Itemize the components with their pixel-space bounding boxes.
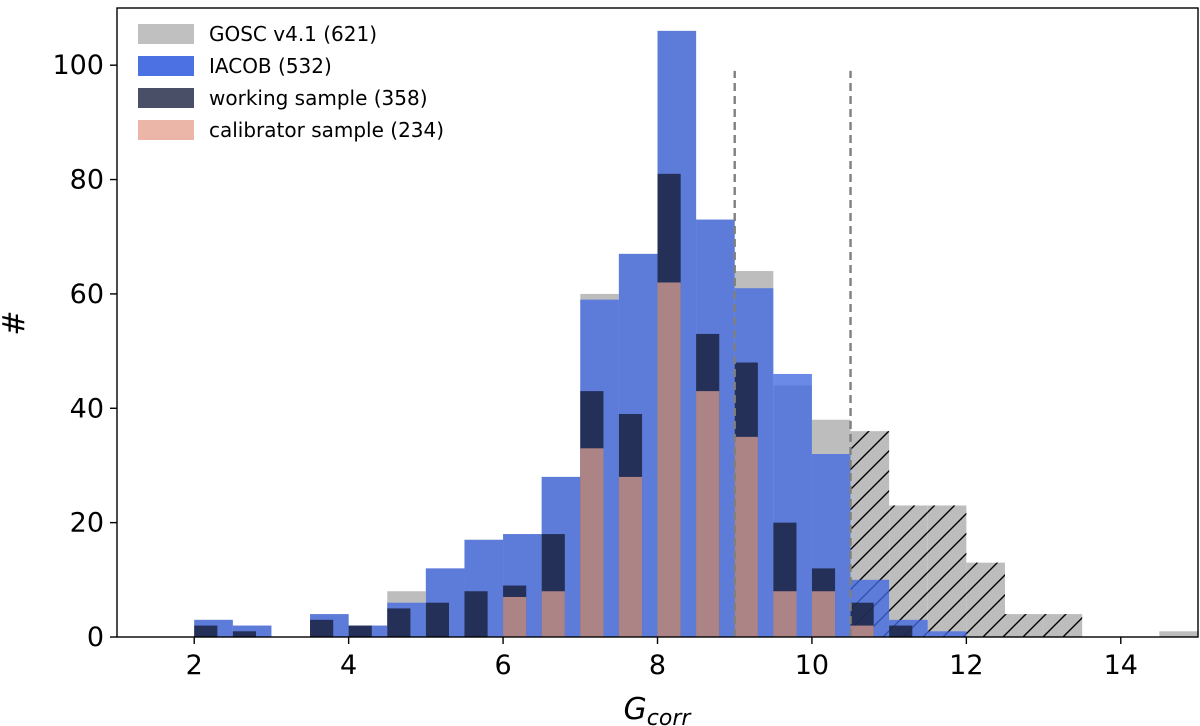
hatched-bar-3 (966, 562, 1005, 637)
bar-working-6 (464, 591, 488, 637)
hatched-bar-5 (1043, 614, 1083, 637)
hatched-bar-2 (927, 505, 967, 637)
y-tick-label-5: 100 (52, 50, 104, 81)
x-axis-ticks: 2 4 6 8 10 12 14 (186, 637, 1138, 681)
bar-calibrator-7 (773, 591, 797, 637)
x-tick-label-6: 14 (1104, 650, 1138, 681)
bar-calibrator-4 (657, 282, 681, 637)
legend-swatch-2 (138, 88, 194, 108)
x-tick-label-5: 12 (949, 650, 983, 681)
y-tick-label-4: 80 (70, 165, 104, 196)
bar-calibrator-0 (503, 596, 527, 637)
legend-swatch-3 (138, 120, 194, 140)
series-3 (503, 282, 874, 637)
bar-calibrator-8 (811, 591, 836, 637)
bar-working-1 (232, 631, 256, 637)
legend-swatch-1 (138, 56, 194, 76)
x-tick-label-0: 2 (186, 650, 203, 681)
legend-label-1: IACOB (532) (209, 54, 332, 78)
x-tick-label-2: 6 (494, 650, 511, 681)
y-axis-label: # (0, 310, 32, 335)
bar-calibrator-5 (696, 391, 720, 637)
y-tick-label-0: 0 (87, 622, 104, 653)
legend: GOSC v4.1 (621) IACOB (532) working sample… (138, 22, 444, 142)
x-tick-label-3: 8 (649, 650, 666, 681)
hatched-bar-4 (1004, 614, 1044, 637)
bar-working-2 (310, 619, 334, 637)
y-tick-label-2: 40 (70, 393, 104, 424)
hatched-bar-1 (889, 505, 928, 637)
x-tick-label-4: 10 (795, 650, 829, 681)
threshold-lines (733, 70, 852, 637)
legend-label-0: GOSC v4.1 (621) (209, 22, 377, 46)
x-tick-label-1: 4 (340, 650, 357, 681)
x-axis-label-sub: corr (647, 706, 693, 726)
bars-layer (194, 30, 1198, 637)
bar-working-17 (889, 625, 913, 637)
bar-calibrator-9 (850, 625, 874, 637)
x-axis-label-main: G (624, 692, 647, 726)
y-tick-label-3: 60 (70, 279, 104, 310)
bar-working-0 (194, 625, 218, 637)
bar-working-4 (387, 608, 411, 637)
bar-calibrator-2 (580, 448, 604, 637)
bar-calibrator-1 (541, 591, 565, 637)
bar-working-5 (425, 602, 450, 637)
y-axis-ticks: 0 20 40 60 80 100 (52, 50, 117, 653)
x-axis-label: Gcorr (624, 692, 693, 726)
legend-swatch-0 (138, 24, 194, 44)
bar-working-3 (348, 625, 372, 637)
legend-label-3: calibrator sample (234) (209, 118, 444, 142)
y-tick-label-1: 20 (70, 508, 104, 539)
bar-iacob-18 (927, 631, 967, 637)
bar-gosc-22 (1159, 631, 1198, 637)
bar-calibrator-6 (734, 436, 758, 637)
bar-calibrator-3 (618, 476, 643, 637)
legend-label-2: working sample (358) (209, 86, 428, 110)
